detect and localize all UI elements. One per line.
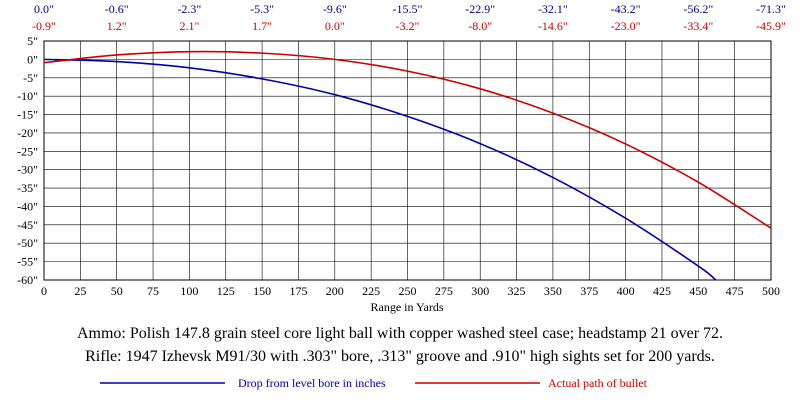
drop-value-label: -56.2" [683,2,713,16]
x-tick-label: 400 [617,284,635,298]
plot-area-border [43,40,772,281]
y-tick-label: -25" [17,144,38,158]
y-tick-label: 5" [27,34,38,48]
path-value-label: -45.9" [756,19,786,33]
x-tick-label: 475 [726,284,744,298]
legend-path-label: Actual path of bullet [548,376,648,390]
series-lines [43,50,772,281]
top-value-labels: 0.0" -0.9" -0.6" 1.2" -2.3" 2.1" -5.3" 1.7" -9.6… [32,2,786,33]
path-value-label: -8.0" [468,19,492,33]
x-tick-label: 450 [689,284,707,298]
x-tick-label: 375 [580,284,598,298]
x-tick-label: 150 [253,284,271,298]
x-tick-label: 275 [435,284,453,298]
x-tick-label: 125 [217,284,235,298]
y-tick-label: -50" [17,236,38,250]
drop-value-label: -5.3" [250,2,274,16]
rifle-caption: Rifle: 1947 Izhevsk M91/30 with .303" bo… [85,348,715,365]
x-tick-label: 300 [471,284,489,298]
y-tick-label: -40" [17,199,38,213]
y-tick-label: -45" [17,218,38,232]
drop-value-label: -32.1" [538,2,568,16]
x-tick-label: 50 [111,284,123,298]
drop-value-label: -22.9" [465,2,495,16]
path-value-label: 1.2" [107,19,127,33]
drop-value-label: -43.2" [611,2,641,16]
x-axis-label: Range in Yards [370,300,443,314]
x-tick-label: 250 [399,284,417,298]
y-tick-label: -30" [17,163,38,177]
y-tick-label: -15" [17,108,38,122]
drop-value-label: -2.3" [177,2,201,16]
x-tick-label: 75 [147,284,159,298]
x-tick-label: 500 [762,284,780,298]
drop-curve [43,58,717,281]
chart-grid [43,40,772,281]
path-value-label: 1.7" [252,19,272,33]
path-value-label: -3.2" [396,19,420,33]
path-value-label: -23.0" [611,19,641,33]
ammo-caption: Ammo: Polish 147.8 grain steel core ligh… [76,325,724,342]
drop-value-label: 0.0" [34,2,54,16]
y-tick-label: -35" [17,181,38,195]
y-tick-label: -55" [17,255,38,269]
x-tick-label: 425 [653,284,671,298]
drop-value-label: -15.5" [393,2,423,16]
x-tick-label: 0 [41,284,47,298]
x-tick-label: 225 [362,284,380,298]
drop-value-label: -9.6" [323,2,347,16]
y-tick-label: -20" [17,126,38,140]
path-value-label: 2.1" [179,19,199,33]
y-axis-ticks: 5" 0" -5" -10" -15" -20" -25" -30" -35" -40" -45" -… [17,34,38,287]
y-tick-label: -10" [17,89,38,103]
x-tick-label: 325 [508,284,526,298]
legend: Drop from level bore in inches Actual pa… [100,376,648,390]
path-value-label: 0.0" [325,19,345,33]
x-tick-label: 350 [544,284,562,298]
x-tick-label: 200 [326,284,344,298]
legend-drop-label: Drop from level bore in inches [238,376,386,390]
x-tick-label: 100 [180,284,198,298]
x-tick-label: 175 [289,284,307,298]
path-value-label: -33.4" [683,19,713,33]
path-value-label: -14.6" [538,19,568,33]
y-tick-label: -5" [23,71,38,85]
x-tick-label: 25 [74,284,86,298]
path-value-label: -0.9" [32,19,56,33]
drop-value-label: -71.3" [756,2,786,16]
y-tick-label: 0" [27,52,38,66]
x-axis-ticks: 0 25 50 75 100 125 150 175 200 225 250 275 300 325 350… [41,284,780,298]
drop-value-label: -0.6" [105,2,129,16]
y-tick-label: -60" [17,273,38,287]
bullet-path-curve [43,50,772,229]
